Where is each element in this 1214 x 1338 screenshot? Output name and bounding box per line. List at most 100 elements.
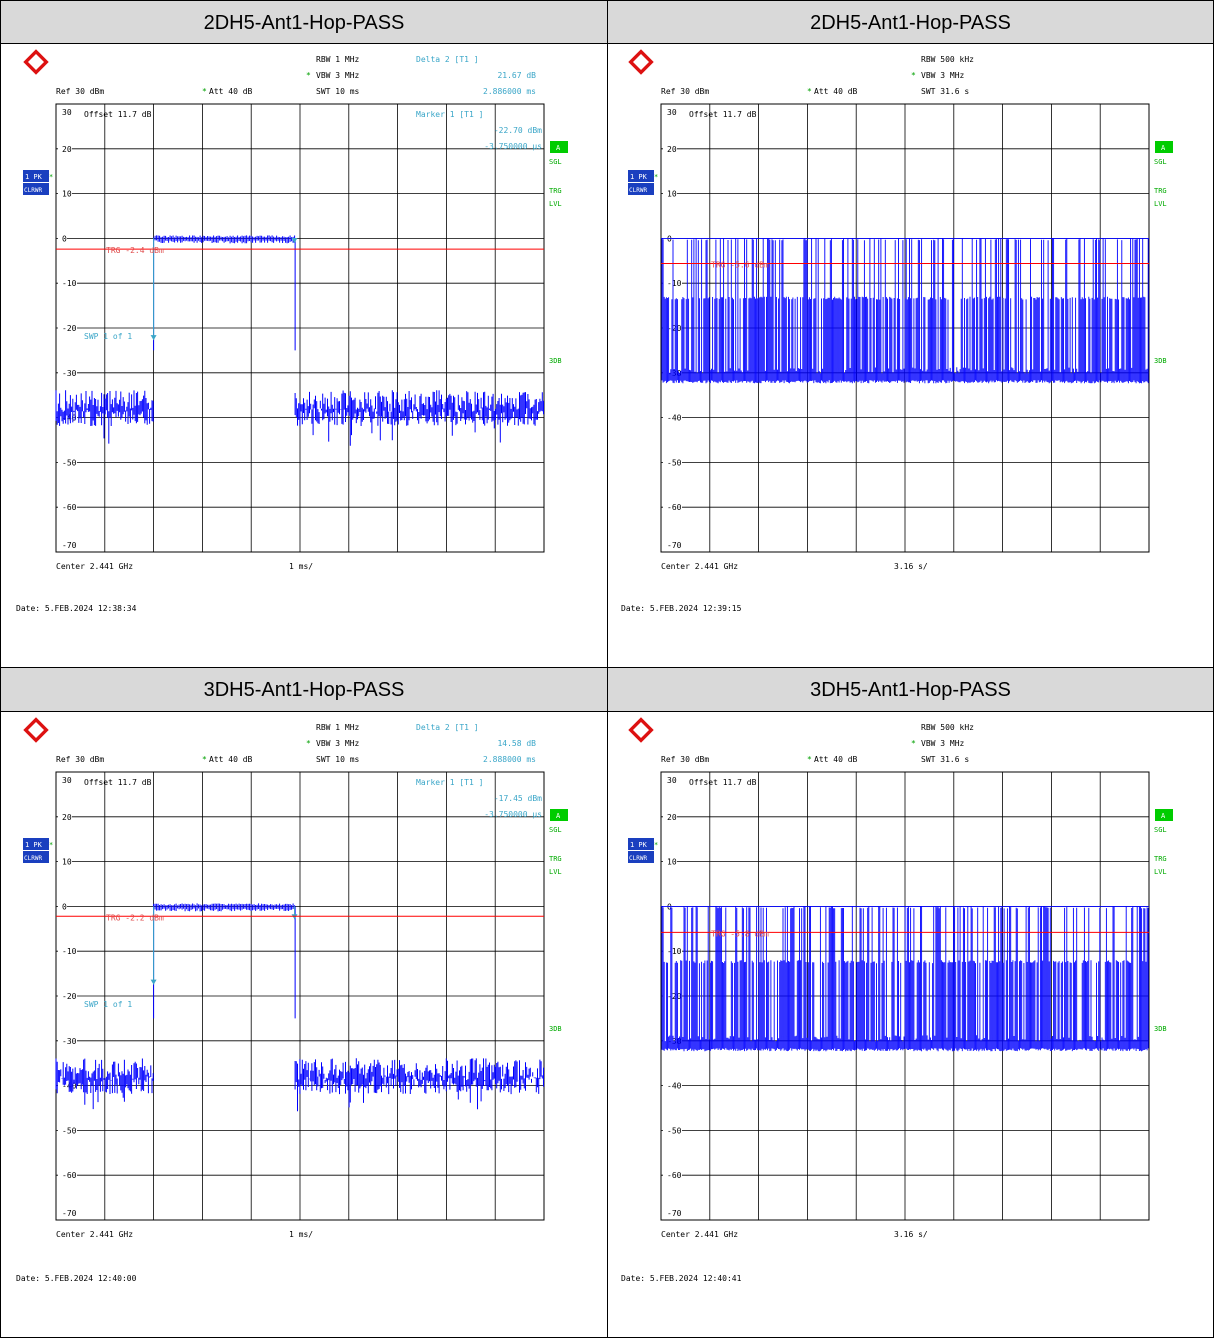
trace-star: * <box>49 173 53 181</box>
tick-bg <box>58 991 77 1001</box>
vbw-label: VBW 3 MHz <box>316 739 360 748</box>
marker-head: Marker 1 [T1 ] <box>416 778 483 787</box>
tick-bg <box>58 502 77 513</box>
tick-bg <box>663 775 677 785</box>
sweep-label: SWP 1 of 1 <box>84 332 132 341</box>
y-tick-label: -20 <box>62 324 77 333</box>
status-3db: 3DB <box>1154 357 1167 365</box>
chart-svg-4: RBW 500 kHz * VBW 3 MHz SWT 31.6 s Ref 30 dB… <box>621 717 1173 1283</box>
date-label: Date: 5.FEB.2024 12:40:41 <box>621 1274 742 1283</box>
att-label: Att 40 dB <box>814 755 858 764</box>
y-tick-label: -70 <box>62 1209 77 1218</box>
center-freq-label: Center 2.441 GHz <box>661 1230 738 1239</box>
panel-2: RBW 500 kHz * VBW 3 MHz SWT 31.6 s Ref 30 dB… <box>607 43 1214 668</box>
att-star: * <box>202 755 207 764</box>
marker-value-2: -3.750000 µs <box>484 810 542 819</box>
y-tick-label: 0 <box>667 234 672 243</box>
trace-badge-2-text: CLRWR <box>24 187 42 194</box>
att-star: * <box>807 755 812 764</box>
y-tick-label: 10 <box>667 190 677 199</box>
tick-bg <box>663 412 682 423</box>
tick-bg <box>663 1080 682 1091</box>
tick-bg <box>58 367 77 378</box>
y-tick-label: -20 <box>62 992 77 1001</box>
swt-label: SWT 10 ms <box>316 755 360 764</box>
tick-bg <box>663 188 677 199</box>
panel-title-3: 3DH5-Ant1-Hop-PASS <box>0 667 608 712</box>
tick-bg <box>663 278 682 289</box>
tick-bg <box>58 856 72 867</box>
y-tick-label: -40 <box>667 414 682 423</box>
rbw-label: RBW 500 kHz <box>921 55 974 64</box>
status-sgl: SGL <box>1154 158 1167 166</box>
y-tick-label: -10 <box>62 947 77 956</box>
tick-bg <box>58 278 77 289</box>
trigger-label: TRG -5.6 dBm <box>711 260 769 269</box>
marker-icon <box>150 335 157 341</box>
marker-value-2: -3.750000 µs <box>484 142 542 151</box>
y-tick-label: -50 <box>667 1126 682 1135</box>
status-a: A <box>556 144 561 152</box>
status-lvl: LVL <box>1154 200 1167 208</box>
status-sgl: SGL <box>1154 826 1167 834</box>
tick-bg <box>663 457 682 468</box>
tick-bg <box>663 323 682 333</box>
status-trg: TRG <box>1154 187 1167 195</box>
marker-icon <box>291 238 298 244</box>
marker-icon <box>150 979 157 985</box>
panel-title-4: 3DH5-Ant1-Hop-PASS <box>607 667 1214 712</box>
marker-value-1: -17.45 dBm <box>494 794 542 803</box>
tick-bg <box>58 233 67 244</box>
status-trg: TRG <box>549 855 562 863</box>
tick-bg <box>663 1208 682 1218</box>
tick-bg <box>58 188 72 199</box>
delta-value-1: 14.58 dB <box>497 739 536 748</box>
panel-3: RBW 1 MHz * VBW 3 MHz SWT 10 ms Ref 30 dBm * A… <box>0 711 608 1338</box>
att-label: Att 40 dB <box>209 87 253 96</box>
trace-badge-2-text: CLRWR <box>24 855 42 862</box>
marker-icon <box>291 914 298 920</box>
tick-bg <box>58 901 67 912</box>
tick-bg <box>663 143 677 154</box>
span-label: 3.16 s/ <box>894 562 928 571</box>
status-sgl: SGL <box>549 158 562 166</box>
rs-logo-inner-icon <box>633 54 649 70</box>
tick-bg <box>58 457 77 468</box>
status-a-box <box>550 141 568 153</box>
trace-badge-1 <box>23 838 49 850</box>
span-label: 1 ms/ <box>289 1230 313 1239</box>
y-tick-label: 10 <box>62 190 72 199</box>
status-a: A <box>1161 812 1166 820</box>
trace-star: * <box>654 841 658 849</box>
chart-svg-2: RBW 500 kHz * VBW 3 MHz SWT 31.6 s Ref 30 dB… <box>621 49 1173 613</box>
sweep-label: SWP 1 of 1 <box>84 1000 132 1009</box>
tick-bg <box>58 946 77 957</box>
y-tick-label: 20 <box>667 813 677 822</box>
tick-bg <box>663 1125 682 1136</box>
vbw-label: VBW 3 MHz <box>316 71 360 80</box>
trace-badge-1-text: 1 PK <box>25 173 43 181</box>
y-tick-label: -50 <box>62 1126 77 1135</box>
trace-badge-2-text: CLRWR <box>629 855 647 862</box>
ref-label: Ref 30 dBm <box>56 87 104 96</box>
tick-bg <box>58 1170 77 1181</box>
status-lvl: LVL <box>549 200 562 208</box>
status-lvl: LVL <box>549 868 562 876</box>
panel-title-1: 2DH5-Ant1-Hop-PASS <box>0 0 608 44</box>
tick-bg <box>58 1208 77 1218</box>
offset-label: Offset 11.7 dB <box>689 110 757 119</box>
status-a: A <box>1161 144 1166 152</box>
y-tick-label: 20 <box>62 813 72 822</box>
rbw-label: RBW 1 MHz <box>316 723 360 732</box>
y-tick-label: -10 <box>667 947 682 956</box>
y-tick-label: -10 <box>667 279 682 288</box>
center-freq-label: Center 2.441 GHz <box>661 562 738 571</box>
trace-line <box>661 237 1149 384</box>
tick-bg <box>663 1035 682 1046</box>
status-a-box <box>1155 141 1173 153</box>
delta-value-2: 2.886000 ms <box>483 87 536 96</box>
trace-line <box>55 903 544 1112</box>
